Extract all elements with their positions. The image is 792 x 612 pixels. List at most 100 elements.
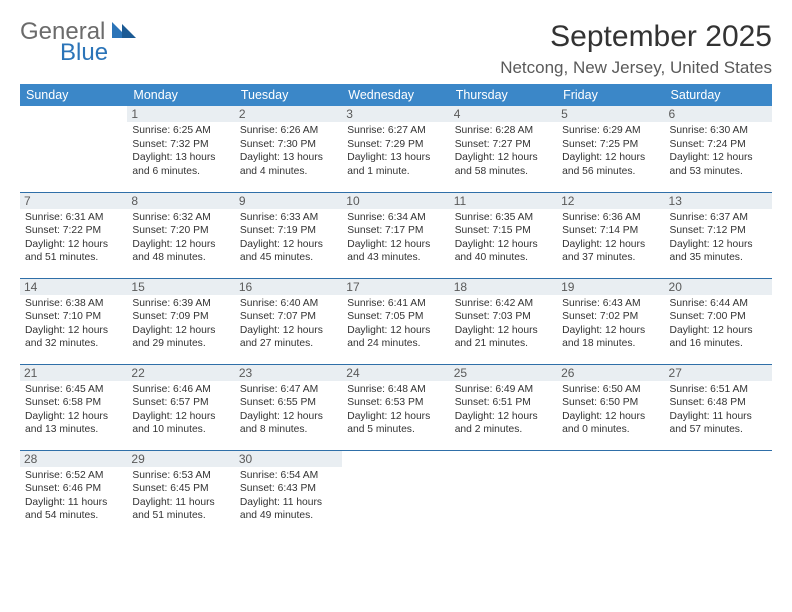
day-details: Sunrise: 6:52 AMSunset: 6:46 PMDaylight:… bbox=[25, 469, 122, 523]
day-details: Sunrise: 6:46 AMSunset: 6:57 PMDaylight:… bbox=[132, 383, 229, 437]
day-number: 3 bbox=[342, 106, 449, 122]
calendar-cell: 23 Sunrise: 6:47 AMSunset: 6:55 PMDayligh… bbox=[235, 364, 342, 450]
day-number: 28 bbox=[20, 451, 127, 467]
calendar-cell: 10 Sunrise: 6:34 AMSunset: 7:17 PMDayligh… bbox=[342, 192, 449, 278]
day-number: 30 bbox=[235, 451, 342, 467]
day-details: Sunrise: 6:26 AMSunset: 7:30 PMDaylight:… bbox=[240, 124, 337, 178]
day-details: Sunrise: 6:29 AMSunset: 7:25 PMDaylight:… bbox=[562, 124, 659, 178]
day-details: Sunrise: 6:40 AMSunset: 7:07 PMDaylight:… bbox=[240, 297, 337, 351]
day-number: 1 bbox=[127, 106, 234, 122]
day-details: Sunrise: 6:34 AMSunset: 7:17 PMDaylight:… bbox=[347, 211, 444, 265]
header: General Blue September 2025 Netcong, New… bbox=[20, 20, 772, 78]
calendar-cell: 13Sunrise: 6:37 AMSunset: 7:12 PMDayligh… bbox=[665, 192, 772, 278]
day-details: Sunrise: 6:35 AMSunset: 7:15 PMDaylight:… bbox=[455, 211, 552, 265]
calendar-cell: 24 Sunrise: 6:48 AMSunset: 6:53 PMDayligh… bbox=[342, 364, 449, 450]
day-details: Sunrise: 6:47 AMSunset: 6:55 PMDaylight:… bbox=[240, 383, 337, 437]
calendar-cell: 28 Sunrise: 6:52 AMSunset: 6:46 PMDayligh… bbox=[20, 450, 127, 536]
day-details: Sunrise: 6:30 AMSunset: 7:24 PMDaylight:… bbox=[670, 124, 767, 178]
day-number: 11 bbox=[450, 193, 557, 209]
day-number: 27 bbox=[665, 365, 772, 381]
calendar-cell: 18 Sunrise: 6:42 AMSunset: 7:03 PMDayligh… bbox=[450, 278, 557, 364]
day-number: 24 bbox=[342, 365, 449, 381]
calendar-cell: 2Sunrise: 6:26 AMSunset: 7:30 PMDaylight… bbox=[235, 106, 342, 192]
day-number: 19 bbox=[557, 279, 664, 295]
day-details: Sunrise: 6:45 AMSunset: 6:58 PMDaylight:… bbox=[25, 383, 122, 437]
calendar-cell: 22 Sunrise: 6:46 AMSunset: 6:57 PMDayligh… bbox=[127, 364, 234, 450]
day-details: Sunrise: 6:36 AMSunset: 7:14 PMDaylight:… bbox=[562, 211, 659, 265]
day-header: Monday bbox=[127, 84, 234, 106]
calendar-cell: 20 Sunrise: 6:44 AMSunset: 7:00 PMDayligh… bbox=[665, 278, 772, 364]
day-number: 14 bbox=[20, 279, 127, 295]
calendar-cell: 19 Sunrise: 6:43 AMSunset: 7:02 PMDayligh… bbox=[557, 278, 664, 364]
day-header: Sunday bbox=[20, 84, 127, 106]
day-number: 10 bbox=[342, 193, 449, 209]
day-number bbox=[450, 451, 557, 453]
day-number: 25 bbox=[450, 365, 557, 381]
day-number: 20 bbox=[665, 279, 772, 295]
day-number bbox=[665, 451, 772, 453]
calendar-row: 28 Sunrise: 6:52 AMSunset: 6:46 PMDayligh… bbox=[20, 450, 772, 536]
calendar-row: 1Sunrise: 6:25 AMSunset: 7:32 PMDaylight… bbox=[20, 106, 772, 192]
day-number: 8 bbox=[127, 193, 234, 209]
day-number: 26 bbox=[557, 365, 664, 381]
day-details: Sunrise: 6:44 AMSunset: 7:00 PMDaylight:… bbox=[670, 297, 767, 351]
day-details: Sunrise: 6:33 AMSunset: 7:19 PMDaylight:… bbox=[240, 211, 337, 265]
logo-triangle-icon bbox=[112, 20, 138, 45]
day-header: Saturday bbox=[665, 84, 772, 106]
day-number bbox=[557, 451, 664, 453]
day-details: Sunrise: 6:50 AMSunset: 6:50 PMDaylight:… bbox=[562, 383, 659, 437]
day-number bbox=[20, 106, 127, 108]
day-number: 6 bbox=[665, 106, 772, 122]
calendar-cell: 1Sunrise: 6:25 AMSunset: 7:32 PMDaylight… bbox=[127, 106, 234, 192]
calendar-row: 21 Sunrise: 6:45 AMSunset: 6:58 PMDayligh… bbox=[20, 364, 772, 450]
calendar-cell bbox=[342, 450, 449, 536]
calendar-cell: 26 Sunrise: 6:50 AMSunset: 6:50 PMDayligh… bbox=[557, 364, 664, 450]
day-details: Sunrise: 6:38 AMSunset: 7:10 PMDaylight:… bbox=[25, 297, 122, 351]
calendar-cell: 9Sunrise: 6:33 AMSunset: 7:19 PMDaylight… bbox=[235, 192, 342, 278]
day-details: Sunrise: 6:48 AMSunset: 6:53 PMDaylight:… bbox=[347, 383, 444, 437]
day-details: Sunrise: 6:32 AMSunset: 7:20 PMDaylight:… bbox=[132, 211, 229, 265]
day-number: 7 bbox=[20, 193, 127, 209]
calendar-cell: 16Sunrise: 6:40 AMSunset: 7:07 PMDayligh… bbox=[235, 278, 342, 364]
calendar-cell: 7 Sunrise: 6:31 AMSunset: 7:22 PMDaylight… bbox=[20, 192, 127, 278]
logo: General Blue bbox=[20, 20, 138, 65]
day-number: 22 bbox=[127, 365, 234, 381]
day-details: Sunrise: 6:37 AMSunset: 7:12 PMDaylight:… bbox=[670, 211, 767, 265]
day-number: 15 bbox=[127, 279, 234, 295]
day-details: Sunrise: 6:27 AMSunset: 7:29 PMDaylight:… bbox=[347, 124, 444, 178]
calendar-cell: 21 Sunrise: 6:45 AMSunset: 6:58 PMDayligh… bbox=[20, 364, 127, 450]
day-number: 23 bbox=[235, 365, 342, 381]
calendar-cell: 27 Sunrise: 6:51 AMSunset: 6:48 PMDayligh… bbox=[665, 364, 772, 450]
day-header: Tuesday bbox=[235, 84, 342, 106]
day-number bbox=[342, 451, 449, 453]
day-details: Sunrise: 6:28 AMSunset: 7:27 PMDaylight:… bbox=[455, 124, 552, 178]
day-header: Wednesday bbox=[342, 84, 449, 106]
day-number: 4 bbox=[450, 106, 557, 122]
day-details: Sunrise: 6:31 AMSunset: 7:22 PMDaylight:… bbox=[25, 211, 122, 265]
calendar-cell bbox=[20, 106, 127, 192]
calendar-table: SundayMondayTuesdayWednesdayThursdayFrid… bbox=[20, 84, 772, 536]
calendar-cell: 12 Sunrise: 6:36 AMSunset: 7:14 PMDayligh… bbox=[557, 192, 664, 278]
calendar-cell: 30Sunrise: 6:54 AMSunset: 6:43 PMDayligh… bbox=[235, 450, 342, 536]
calendar-cell: 17Sunrise: 6:41 AMSunset: 7:05 PMDayligh… bbox=[342, 278, 449, 364]
calendar-cell: 11 Sunrise: 6:35 AMSunset: 7:15 PMDayligh… bbox=[450, 192, 557, 278]
day-details: Sunrise: 6:43 AMSunset: 7:02 PMDaylight:… bbox=[562, 297, 659, 351]
calendar-cell: 29Sunrise: 6:53 AMSunset: 6:45 PMDayligh… bbox=[127, 450, 234, 536]
day-header: Thursday bbox=[450, 84, 557, 106]
calendar-cell bbox=[557, 450, 664, 536]
day-number: 12 bbox=[557, 193, 664, 209]
day-details: Sunrise: 6:39 AMSunset: 7:09 PMDaylight:… bbox=[132, 297, 229, 351]
calendar-cell: 3 Sunrise: 6:27 AMSunset: 7:29 PMDaylight… bbox=[342, 106, 449, 192]
day-details: Sunrise: 6:42 AMSunset: 7:03 PMDaylight:… bbox=[455, 297, 552, 351]
calendar-cell bbox=[665, 450, 772, 536]
day-details: Sunrise: 6:51 AMSunset: 6:48 PMDaylight:… bbox=[670, 383, 767, 437]
day-number: 21 bbox=[20, 365, 127, 381]
calendar-row: 7 Sunrise: 6:31 AMSunset: 7:22 PMDaylight… bbox=[20, 192, 772, 278]
calendar-cell: 14 Sunrise: 6:38 AMSunset: 7:10 PMDayligh… bbox=[20, 278, 127, 364]
day-number: 18 bbox=[450, 279, 557, 295]
calendar-cell: 4 Sunrise: 6:28 AMSunset: 7:27 PMDaylight… bbox=[450, 106, 557, 192]
calendar-cell: 25 Sunrise: 6:49 AMSunset: 6:51 PMDayligh… bbox=[450, 364, 557, 450]
day-number: 29 bbox=[127, 451, 234, 467]
calendar-cell: 5Sunrise: 6:29 AMSunset: 7:25 PMDaylight… bbox=[557, 106, 664, 192]
day-details: Sunrise: 6:49 AMSunset: 6:51 PMDaylight:… bbox=[455, 383, 552, 437]
